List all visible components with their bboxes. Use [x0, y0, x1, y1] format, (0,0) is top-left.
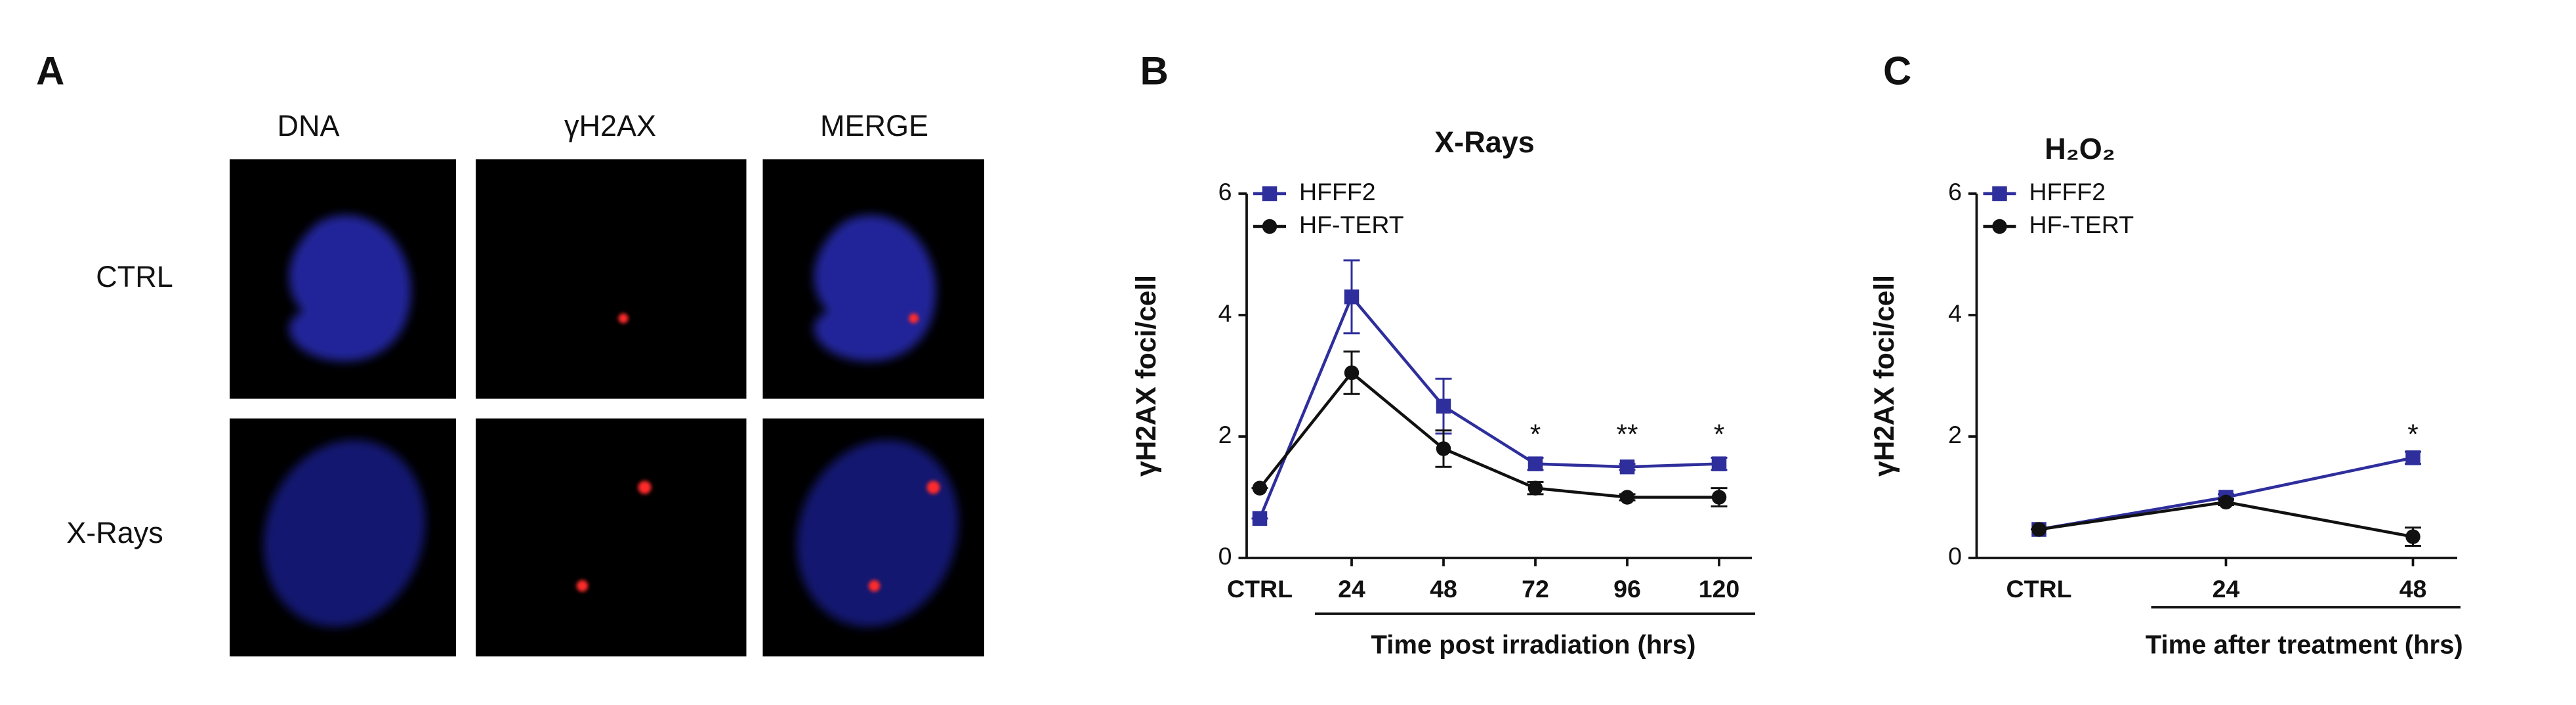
x-tick-label: 24	[1338, 575, 1365, 603]
focus	[909, 313, 919, 324]
row-header: X-Rays	[66, 516, 163, 549]
y-tick-label: 0	[1948, 542, 1962, 570]
legend-marker	[1992, 186, 2007, 202]
marker	[1711, 456, 1727, 471]
y-tick-label: 4	[1948, 299, 1962, 327]
row-header: CTRL	[96, 260, 173, 293]
marker	[1527, 481, 1543, 496]
panel-label: A	[36, 49, 64, 93]
significance: *	[1530, 419, 1541, 450]
series-line	[1258, 370, 1719, 499]
y-tick-label: 4	[1218, 299, 1232, 327]
micrograph	[476, 159, 747, 399]
marker	[1619, 459, 1635, 475]
legend-label: HF-TERT	[1299, 211, 1404, 238]
y-tick-label: 6	[1218, 178, 1232, 205]
x-tick-label: CTRL	[2006, 575, 2072, 603]
marker	[1344, 289, 1360, 305]
marker	[2218, 494, 2233, 510]
column-header: γH2AX	[564, 109, 656, 142]
y-axis-label: γH2AX foci/cell	[1869, 275, 1900, 477]
x-tick-label: 48	[1430, 575, 1457, 603]
x-tick-label: 48	[2399, 575, 2427, 603]
significance: *	[2407, 419, 2419, 450]
significance: *	[1714, 419, 1725, 450]
legend-marker	[1262, 219, 1278, 234]
y-tick-label: 6	[1948, 178, 1962, 205]
nucleus	[797, 440, 959, 627]
marker	[2405, 450, 2420, 465]
chart-title: H₂O₂	[2045, 132, 2115, 165]
nucleus	[289, 215, 411, 362]
y-tick-label: 2	[1948, 421, 1962, 448]
marker	[1252, 481, 1268, 496]
panel-label: B	[1140, 49, 1169, 93]
x-tick-label: 120	[1699, 575, 1740, 603]
marker	[2405, 529, 2420, 544]
x-axis-label: Time post irradiation (hrs)	[1371, 631, 1696, 660]
chart-title: X-Rays	[1434, 125, 1535, 159]
focus	[868, 580, 881, 592]
marker	[2031, 522, 2046, 537]
x-tick-label: 24	[2212, 575, 2240, 603]
micrograph	[476, 418, 747, 656]
panel-a: A DNA γH2AX MERGE CTRL X-Rays	[36, 49, 984, 656]
column-header: DNA	[277, 109, 339, 142]
significance: **	[1616, 419, 1638, 450]
focus	[638, 481, 652, 494]
focus	[576, 580, 589, 592]
marker	[1527, 456, 1543, 471]
marker	[1711, 490, 1727, 505]
marker	[1619, 490, 1635, 505]
marker	[1252, 511, 1268, 526]
focus	[618, 313, 629, 324]
marker	[1436, 441, 1451, 456]
nucleus	[814, 215, 936, 362]
legend-marker	[1262, 186, 1278, 202]
legend-label: HFFF2	[1299, 178, 1376, 205]
legend-label: HFFF2	[2029, 178, 2106, 205]
nucleus	[263, 440, 426, 627]
series-line	[1258, 293, 1720, 519]
legend-label: HF-TERT	[2029, 211, 2134, 238]
y-tick-label: 2	[1218, 421, 1232, 448]
x-tick-label: 72	[1522, 575, 1549, 603]
legend-marker	[1992, 219, 2007, 234]
marker	[1436, 398, 1451, 414]
x-tick-label: 96	[1613, 575, 1641, 603]
focus	[926, 481, 940, 494]
x-tick-label: CTRL	[1227, 575, 1293, 603]
y-axis-label: γH2AX foci/cell	[1131, 275, 1162, 477]
panel-label: C	[1883, 49, 1911, 93]
x-axis-label: Time after treatment (hrs)	[2146, 631, 2463, 660]
y-tick-label: 0	[1218, 542, 1232, 570]
marker	[1344, 365, 1360, 381]
column-header: MERGE	[820, 109, 928, 142]
